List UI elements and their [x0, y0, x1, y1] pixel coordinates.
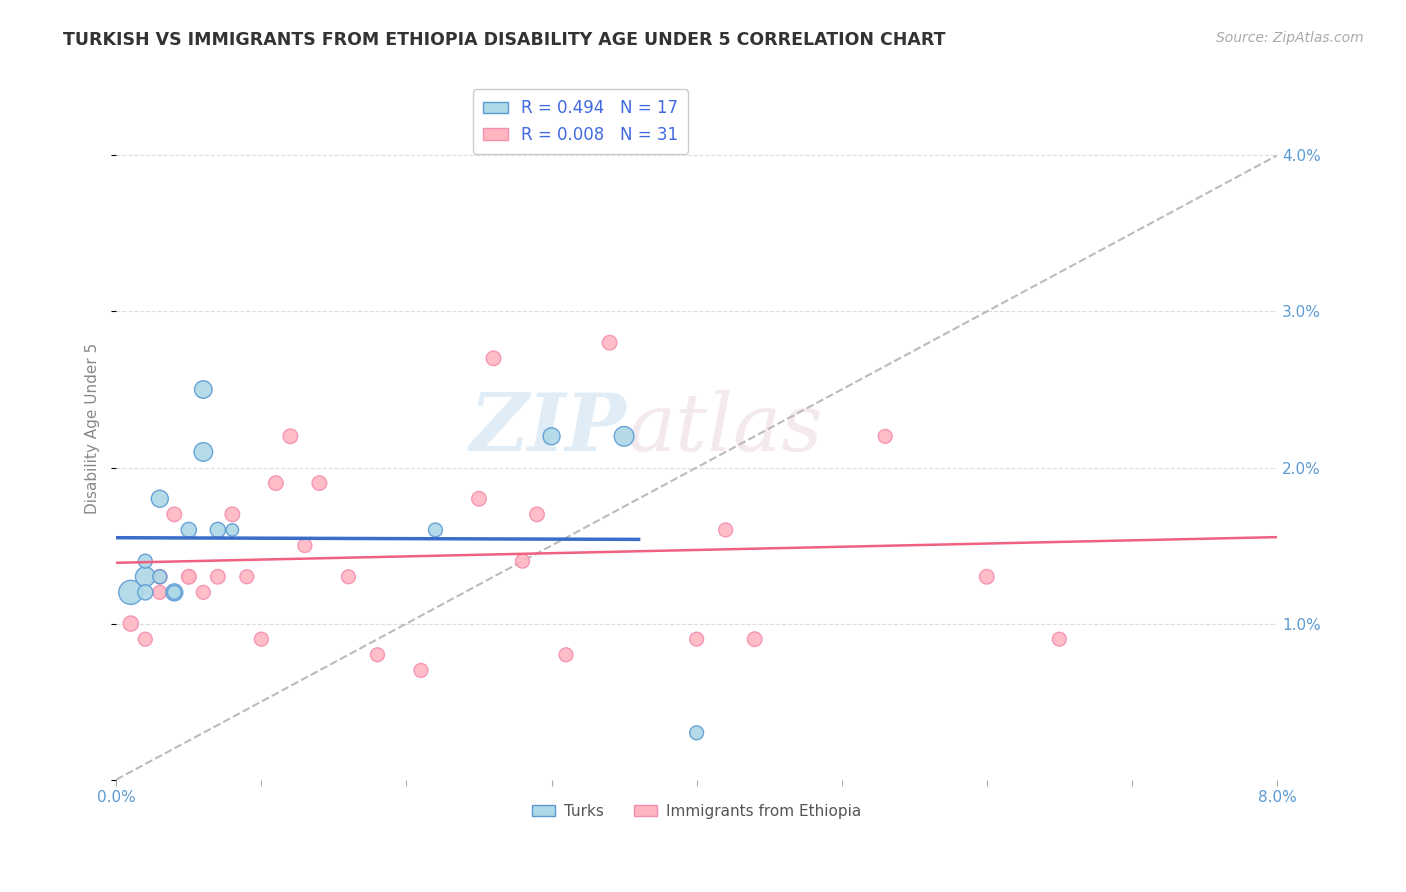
Point	[149, 491, 172, 506]
Point	[207, 523, 229, 537]
Point	[280, 429, 302, 443]
Point	[337, 570, 360, 584]
Text: ZIP: ZIP	[470, 390, 627, 467]
Point	[613, 429, 636, 443]
Point	[163, 585, 186, 599]
Point	[685, 726, 707, 740]
Point	[236, 570, 259, 584]
Point	[134, 570, 156, 584]
Point	[120, 616, 142, 631]
Point	[193, 445, 215, 459]
Point	[163, 508, 186, 522]
Y-axis label: Disability Age Under 5: Disability Age Under 5	[86, 343, 100, 514]
Point	[744, 632, 766, 647]
Point	[134, 585, 156, 599]
Point	[540, 429, 562, 443]
Point	[177, 570, 200, 584]
Point	[193, 585, 215, 599]
Point	[177, 523, 200, 537]
Point	[714, 523, 737, 537]
Point	[221, 523, 243, 537]
Point	[149, 585, 172, 599]
Point	[221, 508, 243, 522]
Text: atlas: atlas	[627, 390, 823, 467]
Point	[976, 570, 998, 584]
Point	[308, 476, 330, 491]
Point	[425, 523, 447, 537]
Point	[149, 570, 172, 584]
Text: TURKISH VS IMMIGRANTS FROM ETHIOPIA DISABILITY AGE UNDER 5 CORRELATION CHART: TURKISH VS IMMIGRANTS FROM ETHIOPIA DISA…	[63, 31, 946, 49]
Point	[366, 648, 388, 662]
Point	[555, 648, 578, 662]
Point	[163, 585, 186, 599]
Point	[685, 632, 707, 647]
Point	[250, 632, 273, 647]
Point	[468, 491, 491, 506]
Point	[482, 351, 505, 366]
Point	[875, 429, 897, 443]
Point	[177, 570, 200, 584]
Legend: Turks, Immigrants from Ethiopia: Turks, Immigrants from Ethiopia	[526, 797, 868, 824]
Text: Source: ZipAtlas.com: Source: ZipAtlas.com	[1216, 31, 1364, 45]
Point	[207, 570, 229, 584]
Point	[134, 632, 156, 647]
Point	[599, 335, 621, 350]
Point	[409, 664, 432, 678]
Point	[294, 539, 316, 553]
Point	[526, 508, 548, 522]
Point	[149, 570, 172, 584]
Point	[1047, 632, 1070, 647]
Point	[264, 476, 287, 491]
Point	[512, 554, 534, 568]
Point	[120, 585, 142, 599]
Point	[193, 383, 215, 397]
Point	[134, 554, 156, 568]
